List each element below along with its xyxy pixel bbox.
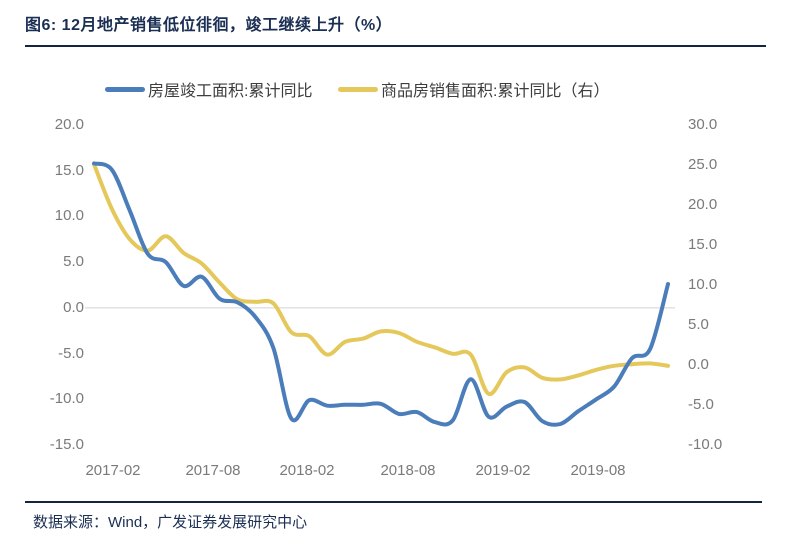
source-divider	[25, 501, 762, 503]
left-axis-tick: 15.0	[54, 162, 84, 179]
legend-swatch-completed-area	[105, 86, 145, 92]
left-axis-tick: 5.0	[63, 253, 84, 270]
right-axis-tick: -5.0	[688, 396, 714, 413]
x-axis-tick: 2018-02	[279, 462, 335, 479]
left-axis-tick: -15.0	[49, 436, 84, 453]
series-sales-line	[92, 162, 670, 396]
x-axis-tick: 2018-08	[380, 462, 436, 479]
right-axis-tick: 25.0	[688, 156, 718, 173]
right-axis-tick: 0.0	[688, 356, 709, 373]
x-axis-tick: 2017-08	[185, 462, 241, 479]
left-axis-tick: 10.0	[54, 207, 84, 224]
legend-item-sales-area: 商品房销售面积:累计同比（右）	[338, 81, 609, 100]
data-source-note: 数据来源：Wind，广发证券发展研究中心	[33, 514, 308, 531]
legend-label-completed-area: 房屋竣工面积:累计同比	[148, 83, 313, 100]
right-axis-tick: 15.0	[688, 236, 718, 253]
right-axis-tick: 5.0	[688, 316, 709, 333]
title-divider	[25, 45, 766, 47]
figure-title: 图6: 12月地产销售低位徘徊，竣工继续上升（%）	[25, 17, 393, 34]
x-axis-tick: 2019-02	[475, 462, 531, 479]
legend-item-completed-area: 房屋竣工面积:累计同比	[105, 81, 312, 100]
series-completed-line	[92, 161, 670, 427]
left-axis-tick: -10.0	[49, 390, 84, 407]
left-axis-tick: 20.0	[54, 116, 84, 133]
right-axis-tick: 10.0	[688, 276, 718, 293]
legend-label-sales-area: 商品房销售面积:累计同比（右）	[381, 83, 610, 100]
left-axis-tick: 0.0	[63, 299, 84, 316]
right-axis-tick: -10.0	[688, 436, 723, 453]
legend-swatch-sales-area	[338, 86, 378, 92]
x-axis-tick: 2019-08	[570, 462, 626, 479]
right-axis-tick: 20.0	[688, 196, 718, 213]
x-axis-tick: 2017-02	[85, 462, 141, 479]
left-axis-tick: -5.0	[58, 345, 84, 362]
right-axis-tick: 30.0	[688, 116, 718, 133]
